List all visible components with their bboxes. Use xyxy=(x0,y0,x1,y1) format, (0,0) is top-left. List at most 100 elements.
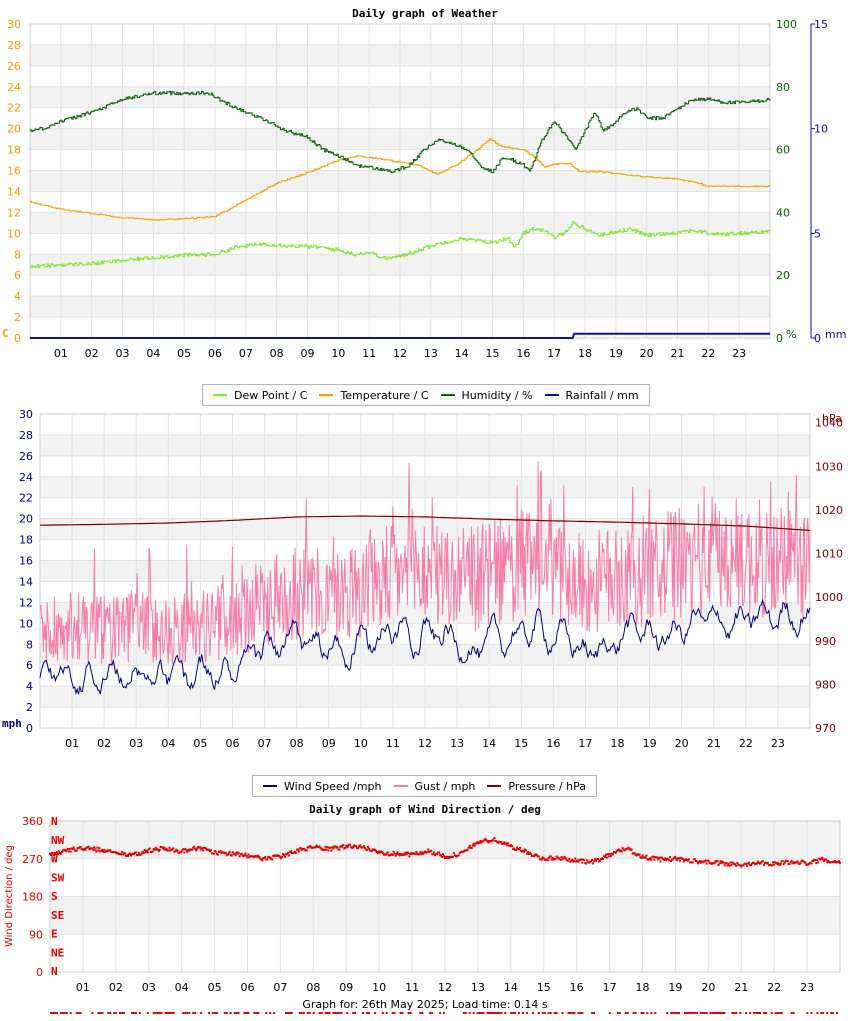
direction-point xyxy=(228,850,231,853)
direction-point xyxy=(271,858,274,861)
direction-point xyxy=(606,853,609,856)
direction-point xyxy=(171,848,174,851)
direction-point xyxy=(823,859,826,862)
legend-wind-speed: Wind Speed /mph xyxy=(263,780,382,793)
direction-point xyxy=(397,852,400,855)
c3-x-tick: 01 xyxy=(76,981,90,994)
direction-point xyxy=(380,850,383,853)
calm-marker xyxy=(320,1012,323,1014)
direction-point xyxy=(525,849,527,852)
c3-compass-label: W xyxy=(51,853,58,866)
calm-marker xyxy=(674,1012,677,1014)
direction-point xyxy=(659,860,662,863)
direction-point xyxy=(707,859,710,862)
wind-speed-line xyxy=(39,598,811,696)
calm-marker xyxy=(719,1012,722,1014)
calm-marker xyxy=(346,1012,349,1014)
calm-marker xyxy=(200,1012,203,1014)
direction-point xyxy=(728,864,731,867)
calm-marker xyxy=(749,1012,752,1014)
c3-x-tick: 10 xyxy=(372,981,386,994)
legend-wind-swatch xyxy=(263,785,277,787)
direction-point xyxy=(191,848,194,851)
direction-point xyxy=(493,836,496,839)
calm-marker xyxy=(215,1012,218,1014)
direction-point xyxy=(407,852,410,855)
calm-marker xyxy=(255,1012,258,1014)
direction-point xyxy=(210,849,212,852)
calm-marker xyxy=(273,1012,276,1014)
calm-marker xyxy=(711,1012,714,1014)
direction-point xyxy=(418,853,421,856)
direction-point xyxy=(602,858,604,860)
calm-marker xyxy=(421,1012,424,1014)
calm-marker xyxy=(616,1012,619,1014)
direction-point xyxy=(619,849,622,852)
direction-point xyxy=(649,857,652,859)
calm-marker xyxy=(632,1012,635,1014)
calm-marker xyxy=(338,1012,341,1014)
direction-point xyxy=(231,851,234,854)
c1-x-tick: 18 xyxy=(578,347,592,360)
calm-marker xyxy=(407,1012,410,1014)
direction-point xyxy=(240,852,243,855)
direction-point xyxy=(124,852,126,855)
c2-left-tick: 2 xyxy=(26,701,33,714)
direction-point xyxy=(183,851,186,854)
c1-x-tick: 13 xyxy=(424,347,438,360)
calm-marker xyxy=(650,1012,653,1014)
direction-point xyxy=(319,846,322,849)
c2-right-unit: hPa xyxy=(822,412,842,425)
c3-x-tick: 08 xyxy=(306,981,320,994)
c2-left-tick: 0 xyxy=(26,722,33,735)
c2-right-tick: 990 xyxy=(815,635,836,648)
direction-point xyxy=(586,859,589,862)
c3-x-tick: 04 xyxy=(175,981,189,994)
direction-point xyxy=(812,860,815,863)
direction-point xyxy=(54,853,57,856)
calm-marker xyxy=(326,1012,329,1014)
calm-marker xyxy=(152,1012,155,1014)
direction-point xyxy=(682,858,684,861)
direction-point xyxy=(726,864,729,867)
direction-point xyxy=(452,852,455,854)
calm-marker xyxy=(670,1012,673,1014)
direction-point xyxy=(472,842,475,845)
direction-point xyxy=(195,849,198,852)
c2-x-tick: 12 xyxy=(418,737,432,750)
wind-chart-panel: 01 02 03 04 05 06 07 08 09 10 11 12 13 14 15 16 17 18 19 20… xyxy=(0,404,850,800)
direction-point xyxy=(772,863,775,866)
direction-point xyxy=(53,852,56,854)
direction-point xyxy=(630,848,633,851)
direction-point xyxy=(593,860,596,863)
calm-marker xyxy=(498,1012,501,1014)
c2-x-tick: 13 xyxy=(450,737,464,750)
direction-point xyxy=(121,850,124,853)
calm-marker xyxy=(567,1012,570,1014)
calm-marker xyxy=(123,1012,126,1014)
direction-point xyxy=(667,858,670,861)
direction-point xyxy=(148,847,151,850)
c1-x-tick: 21 xyxy=(671,347,685,360)
c3-x-tick: 06 xyxy=(241,981,255,994)
direction-point xyxy=(804,861,807,864)
calm-marker xyxy=(170,1012,173,1014)
calm-marker xyxy=(158,1012,161,1014)
calm-marker xyxy=(689,1012,692,1014)
c3-x-tick: 16 xyxy=(570,981,584,994)
direction-point xyxy=(516,846,519,849)
calm-marker xyxy=(774,1012,777,1014)
c1-hum-tick: 60 xyxy=(776,144,790,157)
direction-point xyxy=(837,861,839,864)
direction-point xyxy=(591,859,594,861)
calm-marker xyxy=(182,1012,185,1014)
direction-point xyxy=(783,861,786,864)
calm-marker xyxy=(555,1012,558,1014)
legend-rainfall: Rainfall / mm xyxy=(544,389,639,402)
c2-right-tick: 1030 xyxy=(815,460,843,473)
direction-point xyxy=(788,862,791,865)
c1-x-tick: 23 xyxy=(732,347,746,360)
c1-x-tick: 17 xyxy=(547,347,561,360)
c1-x-tick: 15 xyxy=(486,347,500,360)
calm-marker xyxy=(577,1012,580,1014)
